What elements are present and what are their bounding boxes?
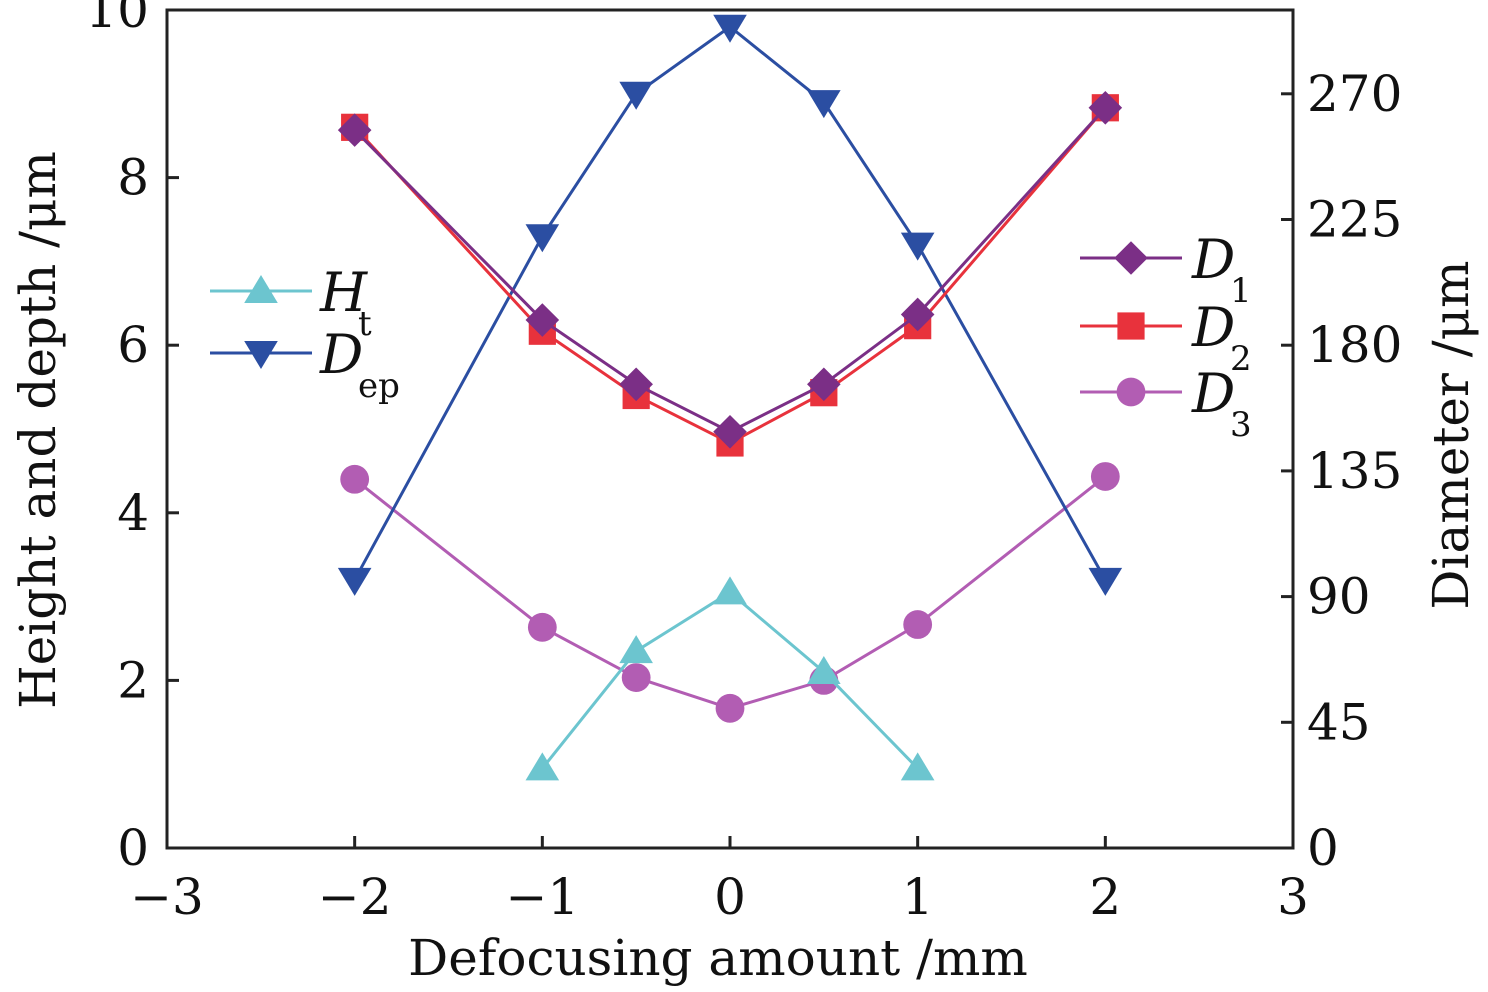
- series-Ht-point: [900, 752, 935, 781]
- series-Dep-line: [353, 24, 1107, 581]
- series-Ht: [525, 576, 935, 781]
- series-D3-point: [903, 610, 933, 639]
- series-D1-point: [337, 113, 372, 147]
- series-Dep-point: [713, 14, 747, 43]
- x-axis-title: Defocusing amount /mm: [408, 929, 1028, 987]
- legend-item-Dep: Dep: [210, 323, 400, 406]
- series-D3: [340, 462, 1120, 723]
- series-Dep-point: [1088, 567, 1123, 596]
- legend-item-D1-marker: [1114, 241, 1148, 275]
- series-D3-point: [340, 464, 370, 494]
- x-tick-label: 0: [714, 868, 746, 926]
- legend-item-D3: D3: [1080, 362, 1252, 445]
- legend-item-D2-label: D: [1191, 296, 1235, 359]
- x-tick-label: −2: [318, 868, 392, 926]
- legend-item-D3-marker: [1116, 377, 1146, 407]
- series-D2-line: [353, 106, 1107, 445]
- series-layer: [337, 14, 1123, 781]
- series-Dep-point: [807, 90, 841, 119]
- legend-item-Ht-subscript: t: [358, 304, 372, 344]
- legend-item-D2: D2: [1080, 296, 1252, 379]
- series-Dep-point: [619, 81, 653, 110]
- legend-item-D3-label: D: [1191, 362, 1235, 425]
- series-D1: [337, 90, 1123, 449]
- x-tick-label: −1: [505, 868, 579, 926]
- series-Dep-point: [337, 567, 372, 596]
- y-right-tick-label: 0: [1307, 819, 1339, 877]
- legend-item-Dep-marker: [244, 341, 278, 369]
- y-right-tick-label: 270: [1307, 65, 1402, 123]
- series-Ht-point: [807, 656, 841, 685]
- legend-item-D1-label: D: [1191, 228, 1235, 291]
- series-Dep-point: [900, 232, 935, 261]
- legend-item-D1: D1: [1080, 228, 1252, 311]
- y-left-tick-label: 10: [85, 0, 149, 39]
- x-tick-label: −3: [130, 868, 204, 926]
- legend-item-Dep-subscript: ep: [358, 366, 400, 406]
- legend-item-Ht: Ht: [210, 261, 372, 344]
- y-right-tick-label: 45: [1307, 693, 1371, 751]
- legend-item-Dep-label: D: [319, 323, 363, 386]
- series-Ht-point: [525, 752, 560, 781]
- series-D1-point: [525, 303, 560, 337]
- series-Ht-point: [619, 635, 653, 664]
- legend-item-D1-subscript: 1: [1230, 271, 1252, 311]
- series-D1-point: [619, 367, 653, 402]
- y-left-tick-label: 6: [117, 316, 149, 374]
- y-left-tick-label: 2: [117, 651, 149, 709]
- series-D1-point: [807, 367, 841, 402]
- series-D3-point: [715, 693, 745, 723]
- legend-item-D2-marker: [1117, 312, 1145, 340]
- series-D1-point: [713, 414, 747, 449]
- series-Dep: [337, 14, 1123, 596]
- legend-item-Ht-label: H: [319, 261, 368, 324]
- series-Ht-point: [713, 576, 747, 605]
- y-right-tick-label: 225: [1307, 191, 1402, 249]
- legend-item-D3-subscript: 3: [1230, 405, 1252, 445]
- series-D1-point: [1088, 90, 1123, 125]
- y-right-tick-label: 90: [1307, 568, 1371, 626]
- legend-item-D2-subscript: 2: [1230, 339, 1252, 379]
- series-D3-point: [527, 612, 557, 642]
- series-Ht-line: [541, 590, 919, 770]
- series-D3-point: [1090, 462, 1120, 491]
- series-D1-line: [353, 106, 1107, 434]
- x-tick-label: 3: [1277, 868, 1309, 926]
- series-D3-point: [621, 663, 651, 693]
- y-left-tick-label: 4: [117, 484, 149, 542]
- x-tick-label: 1: [902, 868, 934, 926]
- series-Dep-point: [525, 224, 560, 253]
- y-right-tick-label: 135: [1307, 442, 1402, 500]
- y-left-tick-label: 8: [117, 149, 149, 207]
- legend-item-Ht-marker: [244, 275, 278, 303]
- y-axis-left-title: Height and depth /μm: [9, 151, 67, 709]
- series-D2: [341, 94, 1119, 457]
- y-right-tick-label: 180: [1307, 316, 1402, 374]
- series-D1-point: [900, 297, 935, 332]
- x-tick-label: 2: [1089, 868, 1121, 926]
- y-axis-right-title: Diameter /μm: [1422, 260, 1480, 609]
- y-left-tick-label: 0: [117, 819, 149, 877]
